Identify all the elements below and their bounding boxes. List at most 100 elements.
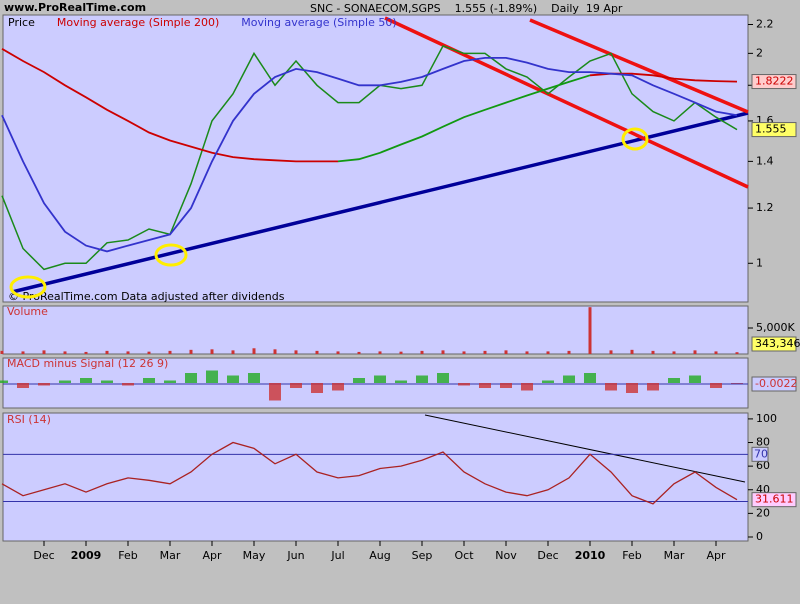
highlight	[154, 243, 188, 267]
series-line	[337, 74, 591, 163]
marks: 11.21.41.61.822.25,000K020406080100Dec20…	[0, 16, 800, 562]
value-box	[751, 376, 797, 392]
y-tick-label: 100	[756, 412, 777, 425]
bar	[0, 350, 4, 354]
bar	[227, 375, 239, 383]
bar	[605, 383, 617, 391]
bar	[542, 380, 554, 383]
x-tick-label: Dec	[537, 549, 558, 562]
bar	[210, 349, 214, 354]
bar	[651, 350, 655, 354]
bar	[584, 373, 596, 383]
bar	[668, 378, 680, 383]
channel-line	[529, 18, 749, 114]
bar	[420, 350, 424, 354]
rsi-trend-line	[424, 414, 746, 483]
y-tick-label: 0	[756, 530, 763, 543]
x-tick-label: 2010	[575, 549, 606, 562]
bar	[105, 350, 109, 354]
bar	[714, 351, 718, 354]
x-tick-label: May	[243, 549, 266, 562]
panel-title: RSI (14)	[7, 413, 51, 426]
bar	[143, 378, 155, 383]
bar	[525, 351, 529, 354]
x-tick-label: Mar	[160, 549, 181, 562]
bar	[458, 383, 470, 386]
bar	[122, 383, 134, 386]
y-tick-label: 2	[756, 46, 763, 59]
x-tick-label: Apr	[202, 549, 222, 562]
bar	[248, 373, 260, 383]
bar	[504, 350, 508, 354]
bar	[546, 351, 550, 354]
legend-entry: Price	[8, 16, 35, 29]
volume-panel	[2, 305, 749, 355]
bar	[231, 350, 235, 354]
bar	[500, 383, 512, 388]
bar	[59, 380, 71, 383]
chart-title: SNC - SONAECOM,SGPS 1.555 (-1.89%) Daily…	[310, 2, 623, 15]
bar	[101, 380, 113, 383]
x-tick-label: Feb	[118, 549, 137, 562]
bar	[479, 383, 491, 388]
bar	[206, 370, 218, 383]
y-tick-label: 1	[756, 256, 763, 269]
highlight	[9, 275, 47, 299]
rsi-line	[1, 441, 738, 505]
bar	[42, 350, 46, 354]
y-tick-label: 5,000K	[756, 321, 795, 334]
value-box	[751, 336, 797, 352]
bar	[189, 349, 193, 354]
bar	[731, 383, 743, 384]
y-tick-label: 2.2	[756, 17, 774, 30]
bar	[252, 348, 256, 354]
bar	[17, 383, 29, 388]
bar	[378, 351, 382, 354]
value-label: 1.8222	[755, 75, 794, 88]
bar	[630, 349, 634, 354]
bar	[689, 375, 701, 383]
bar	[357, 351, 361, 354]
bar	[126, 351, 130, 354]
bar	[416, 375, 428, 383]
bar	[315, 350, 319, 354]
bar	[462, 351, 466, 354]
x-tick-label: Jun	[286, 549, 304, 562]
bar	[273, 349, 277, 354]
bar	[147, 351, 151, 354]
price-panel	[2, 14, 749, 303]
x-tick-label: Apr	[706, 549, 726, 562]
bar	[80, 378, 92, 383]
bar	[294, 350, 298, 354]
bar	[311, 383, 323, 393]
bar	[38, 383, 50, 386]
x-tick-label: Dec	[33, 549, 54, 562]
value-label: 31.611	[755, 493, 794, 506]
value-label: -0.0022	[755, 377, 797, 390]
y-tick-label: 1.2	[756, 201, 774, 214]
bar	[164, 380, 176, 383]
y-tick-label: 80	[756, 436, 770, 449]
bar	[168, 350, 172, 354]
legend-entry: Moving average (Simple 200)	[57, 16, 219, 29]
bar	[63, 351, 67, 354]
bar	[84, 351, 88, 354]
x-tick-label: Jul	[330, 549, 344, 562]
bar	[609, 350, 613, 354]
legend-entry: Moving average (Simple 50)	[241, 16, 396, 29]
bar	[269, 383, 281, 401]
highlight	[621, 127, 649, 151]
x-tick-label: Aug	[369, 549, 390, 562]
x-tick-label: Feb	[622, 549, 641, 562]
bar	[735, 352, 739, 354]
level-label: 70	[754, 447, 768, 460]
y-tick-label: 60	[756, 459, 770, 472]
bar	[185, 373, 197, 383]
bar	[672, 351, 676, 354]
x-tick-label: Sep	[412, 549, 433, 562]
x-tick-label: Nov	[495, 549, 517, 562]
bar	[441, 350, 445, 354]
bar	[563, 375, 575, 383]
value-box	[751, 492, 797, 508]
value-box	[751, 122, 797, 138]
